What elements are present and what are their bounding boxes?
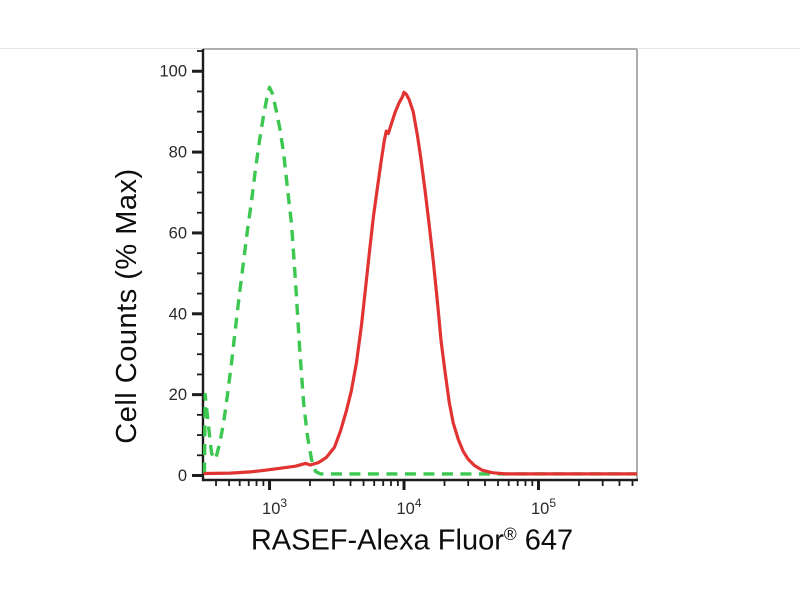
x-tick-label: 103 xyxy=(262,496,287,518)
y-axis-title: Cell Counts (% Max) xyxy=(111,101,145,511)
x-tick-label: 105 xyxy=(531,496,556,518)
x-axis-title-text: RASEF-Alexa Fluor xyxy=(250,524,504,557)
x-tick-exponent: 3 xyxy=(280,496,287,510)
x-tick-label: 104 xyxy=(397,496,422,518)
y-tick-label: 40 xyxy=(169,305,187,323)
registered-trademark-symbol: ® xyxy=(503,524,517,544)
y-axis-title-text: Cell Counts (% Max) xyxy=(111,168,143,444)
x-tick-exponent: 4 xyxy=(415,496,422,510)
y-tick-label: 20 xyxy=(169,386,187,404)
y-tick-label: 80 xyxy=(169,144,187,162)
x-axis-title-suffix: 647 xyxy=(516,524,574,557)
x-axis-title: RASEF-Alexa Fluor® 647 xyxy=(212,524,612,560)
x-tick-exponent: 5 xyxy=(549,496,556,510)
y-tick-label: 0 xyxy=(178,467,187,485)
green-dashed-histogram-curve xyxy=(202,85,637,476)
red-solid-histogram-curve xyxy=(203,90,637,476)
y-tick-label: 100 xyxy=(159,63,187,81)
y-tick-label: 60 xyxy=(169,224,187,242)
